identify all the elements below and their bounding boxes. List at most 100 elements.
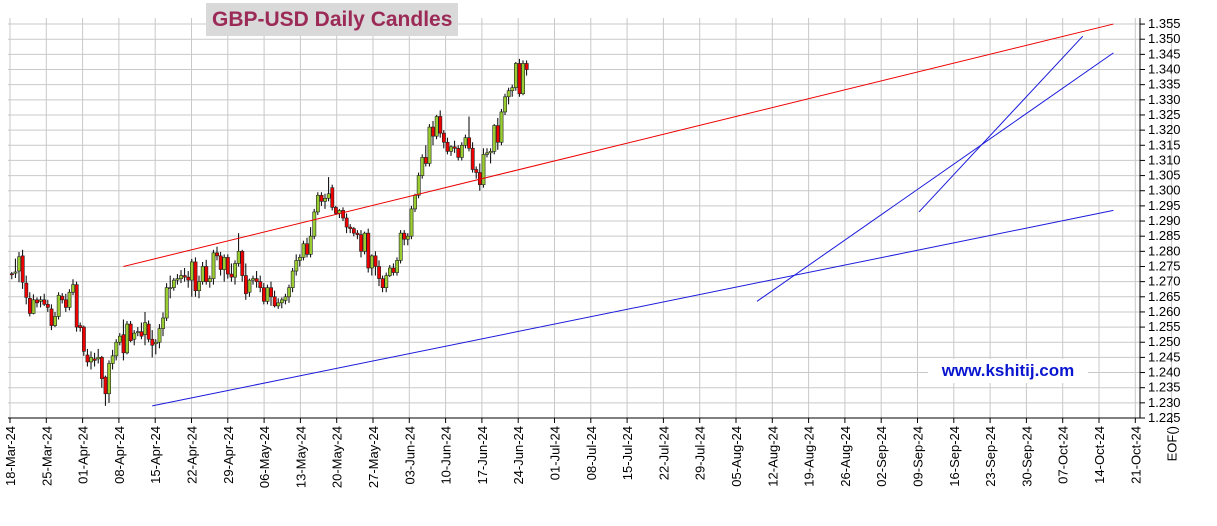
candle: [67, 289, 72, 311]
candle: [222, 254, 227, 282]
candle: [233, 260, 238, 285]
y-tick-label: 1.230: [1148, 395, 1181, 410]
candle: [463, 134, 468, 149]
watermark: www.kshitij.com: [928, 359, 1088, 383]
candle: [60, 293, 65, 304]
y-tick-label: 1.225: [1148, 410, 1181, 425]
candle: [323, 193, 328, 209]
candle: [510, 84, 515, 97]
candle: [485, 148, 490, 158]
candle: [125, 321, 130, 355]
candle: [78, 322, 83, 332]
candle: [445, 137, 450, 155]
x-tick-label: 18-Mar-24: [3, 426, 18, 486]
candle: [193, 257, 198, 297]
x-tick-label: 23-Sep-24: [983, 426, 998, 487]
x-tick-label: 09-Sep-24: [911, 426, 926, 487]
candle: [20, 249, 25, 289]
candle: [265, 284, 270, 305]
y-tick-label: 1.270: [1148, 274, 1181, 289]
candle: [100, 355, 104, 388]
candle: [17, 251, 22, 283]
candle: [276, 298, 281, 309]
candle: [341, 207, 346, 222]
x-tick-label: 22-Jul-24: [656, 426, 671, 480]
candle: [380, 275, 385, 293]
candle: [172, 278, 176, 291]
candle: [254, 271, 259, 288]
candle: [13, 258, 18, 278]
x-tick-label: 25-Mar-24: [39, 426, 54, 486]
candle: [197, 275, 202, 299]
candle: [118, 333, 122, 346]
candle: [150, 330, 155, 358]
y-tick-label: 1.250: [1148, 334, 1181, 349]
candle: [244, 263, 248, 300]
candle: [301, 240, 306, 261]
candle: [24, 275, 29, 305]
candle: [179, 270, 184, 284]
candle: [452, 140, 457, 153]
x-tick-label: 06-May-24: [257, 426, 272, 488]
candle: [513, 61, 518, 91]
candle: [71, 279, 76, 296]
x-tick-label: 05-Aug-24: [729, 426, 744, 487]
candle: [53, 311, 58, 328]
candle: [420, 154, 425, 179]
candle: [279, 297, 284, 309]
trend-lines: [123, 23, 1114, 407]
x-tick-label: 10-Jun-24: [439, 426, 454, 485]
candle: [366, 228, 371, 273]
candle: [186, 271, 191, 288]
y-tick-label: 1.245: [1148, 349, 1181, 364]
candle: [434, 114, 439, 140]
candle: [387, 264, 392, 278]
x-tick-label: 02-Sep-24: [874, 426, 889, 487]
candle: [315, 192, 320, 215]
candle: [308, 227, 313, 258]
candle: [391, 263, 396, 276]
x-tick-label: 01-Jul-24: [548, 426, 563, 480]
chart-title: GBP-USD Daily Candles: [206, 3, 459, 36]
x-tick-label: 19-Aug-24: [802, 426, 817, 487]
candle: [251, 275, 256, 285]
candle: [107, 360, 112, 403]
candle: [344, 213, 349, 234]
x-tick-label: 14-Oct-24: [1092, 426, 1107, 484]
x-tick-label: 03-Jun-24: [402, 426, 417, 485]
trend-line: [152, 209, 1114, 407]
candle: [409, 205, 414, 240]
candle: [204, 259, 209, 285]
trend-line: [756, 52, 1114, 302]
x-tick-label: 08-Apr-24: [112, 426, 127, 484]
candle: [312, 208, 317, 240]
candle: [395, 257, 400, 276]
y-tick-label: 1.355: [1148, 16, 1181, 31]
candle: [503, 93, 508, 115]
candle: [74, 281, 79, 332]
candle: [261, 283, 266, 305]
x-tick-label: EOF(): [1165, 426, 1180, 461]
candle: [38, 296, 43, 308]
candle: [272, 290, 277, 308]
candle: [175, 274, 180, 285]
y-tick-label: 1.305: [1148, 168, 1181, 183]
candle: [438, 110, 443, 138]
candle: [319, 192, 324, 206]
candle: [431, 121, 436, 146]
x-tick-label: 01-Apr-24: [76, 426, 91, 484]
candle: [229, 263, 234, 282]
candle: [405, 233, 410, 246]
trend-line: [918, 35, 1084, 213]
candle: [330, 184, 335, 211]
candle: [10, 271, 14, 280]
candle: [474, 166, 479, 179]
y-tick-label: 1.335: [1148, 77, 1181, 92]
y-tick-label: 1.350: [1148, 31, 1181, 46]
candles: [10, 58, 529, 406]
candle: [154, 339, 158, 355]
candle: [92, 352, 97, 367]
candle: [114, 339, 119, 361]
candle: [226, 254, 230, 279]
y-axis-labels: 1.2251.2301.2351.2401.2451.2501.2551.260…: [1148, 16, 1181, 425]
